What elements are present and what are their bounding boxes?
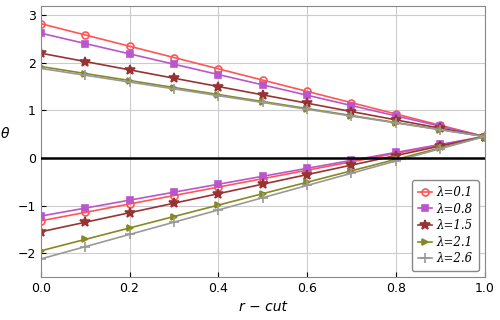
λ=1.5 [216,84,222,88]
λ=0.1 [437,123,443,127]
λ=0.8 [82,42,88,45]
λ=2.6 [482,135,488,139]
λ=2.6 [437,128,443,132]
λ=2.6 [216,94,222,98]
λ=1.5 [38,51,44,55]
λ=1.5 [82,60,88,63]
λ=2.6 [393,121,399,125]
λ=0.1 [393,112,399,116]
Y-axis label: θ: θ [1,127,10,141]
λ=0.8 [348,104,354,108]
λ=0.8 [216,73,222,76]
λ=2.1 [126,79,132,83]
λ=2.6 [126,80,132,84]
λ=2.1 [348,114,354,117]
λ=0.1 [216,67,222,71]
λ=1.5 [304,101,310,105]
λ=0.1 [82,33,88,37]
λ=2.6 [348,114,354,118]
λ=0.8 [38,31,44,35]
λ=0.8 [171,62,177,66]
Line: λ=2.1: λ=2.1 [38,63,488,140]
λ=0.8 [304,93,310,97]
λ=2.6 [82,73,88,77]
λ=0.8 [126,52,132,56]
λ=0.8 [437,124,443,128]
λ=1.5 [348,110,354,114]
Line: λ=2.6: λ=2.6 [36,64,490,141]
λ=2.1 [82,72,88,76]
λ=1.5 [393,118,399,122]
λ=2.6 [304,108,310,111]
λ=0.8 [260,83,266,87]
Line: λ=0.8: λ=0.8 [38,30,488,140]
λ=0.8 [482,135,488,139]
λ=2.1 [38,65,44,68]
λ=0.1 [38,22,44,26]
λ=0.1 [171,56,177,60]
λ=1.5 [260,93,266,97]
λ=0.1 [348,101,354,105]
λ=2.1 [482,135,488,139]
λ=2.1 [304,107,310,110]
λ=1.5 [482,135,488,139]
Legend: λ=0.1, λ=0.8, λ=1.5, λ=2.1, λ=2.6: λ=0.1, λ=0.8, λ=1.5, λ=2.1, λ=2.6 [412,180,478,271]
λ=2.1 [216,92,222,96]
λ=2.1 [393,121,399,124]
λ=1.5 [437,126,443,130]
λ=0.1 [260,78,266,82]
λ=2.1 [171,86,177,90]
λ=2.6 [171,87,177,91]
λ=0.1 [126,44,132,48]
Line: λ=1.5: λ=1.5 [36,48,490,141]
Line: λ=0.1: λ=0.1 [38,20,488,140]
λ=0.8 [393,114,399,118]
λ=1.5 [171,76,177,80]
X-axis label: r − cut: r − cut [238,300,286,315]
λ=2.6 [260,100,266,104]
λ=2.1 [260,100,266,103]
λ=0.1 [304,90,310,93]
λ=1.5 [126,68,132,72]
λ=0.1 [482,135,488,139]
λ=2.1 [437,128,443,132]
λ=2.6 [38,67,44,70]
